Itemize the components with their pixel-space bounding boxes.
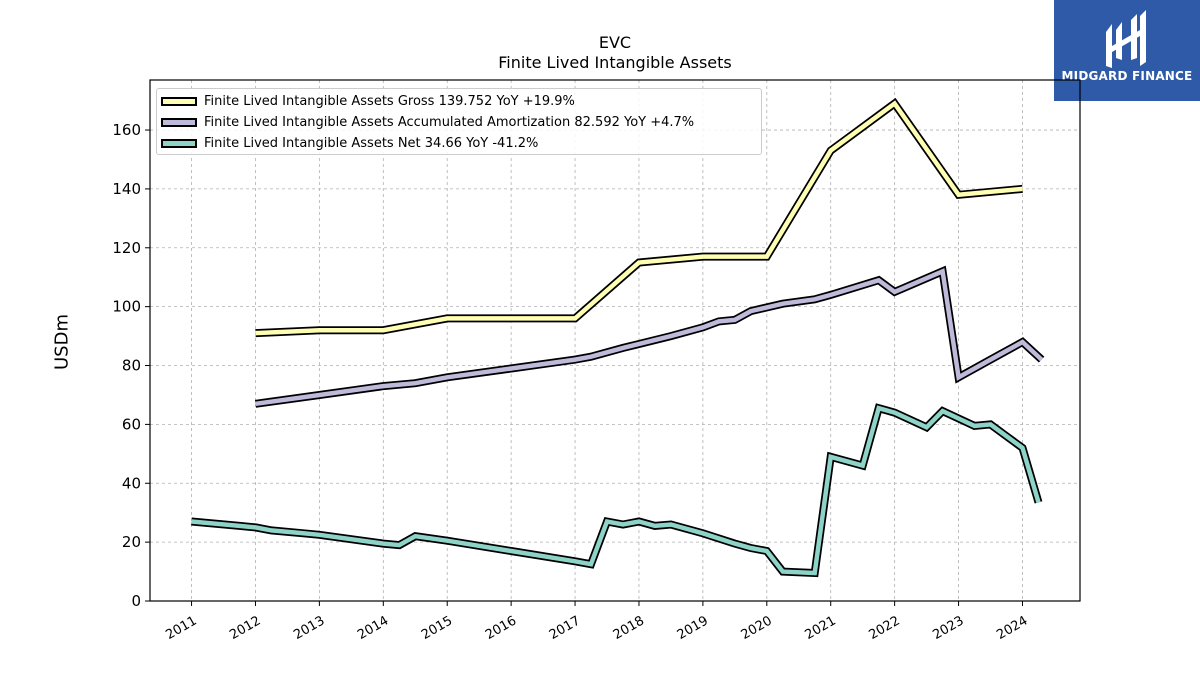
midgard-finance-logo: MIDGARD FINANCE <box>1054 0 1200 101</box>
x-tick-label: 2017 <box>547 613 583 643</box>
x-tick-label: 2023 <box>930 613 966 643</box>
x-tick-label: 2012 <box>227 613 263 643</box>
series-outline-1 <box>254 265 1045 408</box>
chart-title: EVC Finite Lived Intangible Assets <box>150 33 1080 73</box>
chart-title-ticker: EVC <box>598 33 632 52</box>
plot-frame <box>149 79 1081 602</box>
y-tick-label: 160 <box>112 121 141 139</box>
logo-brand-text: MIDGARD FINANCE <box>1061 69 1193 83</box>
y-tick-label: 60 <box>122 415 141 433</box>
x-tick-label: 2011 <box>163 613 199 643</box>
logo-mark-icon <box>1106 10 1146 68</box>
y-tick-label: 100 <box>112 298 141 316</box>
series-line-2 <box>191 405 1041 576</box>
y-axis-label: USDm <box>51 314 73 370</box>
y-tick-label: 20 <box>122 533 141 551</box>
legend-item-gross: Finite Lived Intangible Assets Gross 139… <box>161 92 575 110</box>
legend-swatch-amortization <box>161 117 197 127</box>
legend-label-amortization: Finite Lived Intangible Assets Accumulat… <box>204 114 695 130</box>
y-tick-label: 80 <box>122 357 141 375</box>
x-tick-label: 2013 <box>291 613 327 643</box>
series-outline-2 <box>191 403 1043 578</box>
y-tick-label: 140 <box>112 180 141 198</box>
series-line-0 <box>255 100 1023 336</box>
x-tick-label: 2016 <box>483 613 519 643</box>
legend-swatch-net <box>161 138 197 148</box>
y-tick-label: 40 <box>122 474 141 492</box>
x-tick-label: 2020 <box>739 613 775 643</box>
legend-item-net: Finite Lived Intangible Assets Net 34.66… <box>161 134 538 152</box>
y-tick-label: 120 <box>112 239 141 257</box>
chart-title-subtitle: Finite Lived Intangible Assets <box>498 53 732 72</box>
x-tick-label: 2015 <box>419 613 455 643</box>
x-tick-label: 2021 <box>803 613 839 643</box>
x-tick-label: 2019 <box>675 613 711 643</box>
series-line-1 <box>255 268 1044 407</box>
legend-label-net: Finite Lived Intangible Assets Net 34.66… <box>204 135 539 151</box>
x-tick-label: 2014 <box>355 613 391 643</box>
x-tick-label: 2024 <box>994 613 1030 643</box>
legend-item-amortization: Finite Lived Intangible Assets Accumulat… <box>161 113 694 131</box>
legend-swatch-gross <box>161 96 197 106</box>
x-tick-label: 2022 <box>866 613 902 643</box>
y-tick-label: 0 <box>131 592 141 610</box>
legend: Finite Lived Intangible Assets Gross 139… <box>156 88 762 155</box>
x-tick-label: 2018 <box>611 613 647 643</box>
legend-label-gross: Finite Lived Intangible Assets Gross 139… <box>204 93 575 109</box>
series-layer <box>191 97 1045 578</box>
